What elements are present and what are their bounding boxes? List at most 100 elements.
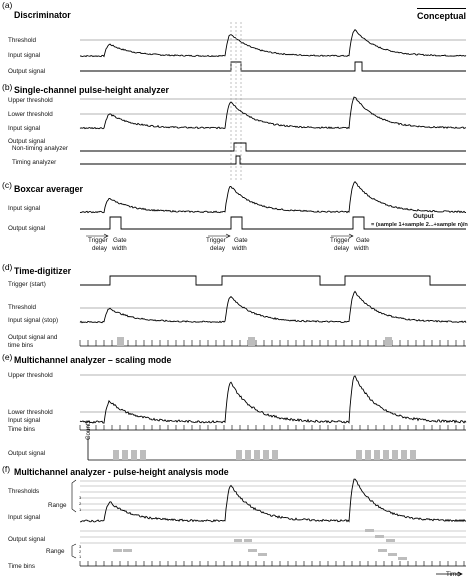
d-bin-2 <box>248 337 255 346</box>
panel-f-input-label: Input signal <box>8 514 41 521</box>
panel-f-bins-label: Time bins <box>8 563 36 570</box>
panel-c-width-3: width <box>354 245 369 252</box>
panel-b-upper-label: Upper threshold <box>8 97 53 104</box>
panel-e-counts-label: Counts <box>85 420 92 440</box>
f-time-arrow <box>436 571 463 577</box>
panel-c-gate-3: Gate <box>356 237 370 244</box>
panel-c-letter: (c) <box>2 180 12 190</box>
panel-c-output-word: Output <box>413 213 434 220</box>
panel-d-output-label: Output signal and <box>8 334 58 341</box>
conceptual-tag: Conceptual <box>416 8 466 21</box>
panel-f-range-num-1: 1 <box>79 507 82 512</box>
panel-c-title: Boxcar averager <box>14 184 83 194</box>
panel-f-range-num-2: 2 <box>79 501 82 506</box>
e-count-bar <box>140 450 146 460</box>
panel-b-nontiming-label: Non-timing analyzer <box>12 145 68 152</box>
panel-f-range2-num-3: 3 <box>79 544 82 549</box>
c-output-signal <box>80 216 466 230</box>
e-count-bar <box>113 450 119 460</box>
panel-b-output-label: Output signal <box>8 138 46 145</box>
panel-b-title: Single-channel pulse-height analyzer <box>14 85 169 95</box>
f-range-bin <box>378 549 387 552</box>
panel-d-threshold-label: Threshold <box>8 304 37 311</box>
panel-a-title: Discriminator <box>14 10 71 20</box>
f-output-bin <box>386 539 395 542</box>
a-output-signal <box>80 61 466 72</box>
panel-f-range-num-3: 3 <box>79 495 82 500</box>
panel-e-lower-label: Lower threshold <box>8 409 53 416</box>
d-bin-1 <box>117 337 124 346</box>
panel-a-letter: (a) <box>2 0 13 10</box>
e-count-bar <box>272 450 278 460</box>
panel-b-input-label: Input signal <box>8 125 41 132</box>
panel-c-delay-2: delay <box>210 245 226 252</box>
e-count-bar <box>254 450 260 460</box>
panel-c-formula: = (sample 1+sample 2...+sample n)/n <box>371 222 468 228</box>
e-input-signal <box>79 375 467 424</box>
e-count-bar <box>392 450 398 460</box>
f-range-bin <box>398 557 407 560</box>
panel-a-threshold-label: Threshold <box>8 37 37 44</box>
panel-d-bins-label: time bins <box>8 342 34 349</box>
panel-f-range2-num-1: 1 <box>79 554 82 559</box>
e-count-bar <box>122 450 128 460</box>
c-delay-arrow <box>208 233 231 239</box>
panel-f-thresholds-label: Thresholds <box>8 488 40 495</box>
d-trigger-signal <box>80 275 466 286</box>
f-output-bin <box>244 539 252 542</box>
f-range-bin <box>123 549 132 552</box>
f-range-bin <box>113 549 122 552</box>
panel-d-title: Time-digitizer <box>14 266 72 276</box>
panel-e-input-label: Input signal <box>8 417 41 424</box>
panel-f-time-label: Time <box>446 571 460 578</box>
c-input-signal <box>79 181 467 214</box>
panel-c-width-1: width <box>112 245 127 252</box>
c-delay-arrow <box>86 233 109 239</box>
panel-b-letter: (b) <box>2 82 13 92</box>
panel-a-output-label: Output signal <box>8 68 46 75</box>
panel-f-range2-num-2: 2 <box>79 549 82 554</box>
panel-e-title: Multichannel analyzer – scaling mode <box>14 355 172 365</box>
panel-f-output-label: Output signal <box>8 536 46 543</box>
panel-e-upper-label: Upper threshold <box>8 372 53 379</box>
panel-a-input-label: Input signal <box>8 52 41 59</box>
e-count-bar <box>401 450 407 460</box>
f-input-signal <box>79 478 466 523</box>
f-range-bin <box>258 553 267 556</box>
panel-c-gate-2: Gate <box>234 237 248 244</box>
f-output-bin <box>375 535 384 538</box>
panel-b-timing-label: Timing analyzer <box>12 159 57 166</box>
panel-c-gate-1: Gate <box>113 237 127 244</box>
panel-c-delay-3: delay <box>334 245 350 252</box>
b-input-signal <box>79 96 467 130</box>
panel-c-trigger-3: Trigger <box>330 237 350 244</box>
panel-f-range2-label: Range <box>46 548 65 555</box>
f-range2-bracket <box>71 543 77 559</box>
panel-e-output-label: Output signal <box>8 450 46 457</box>
a-input-signal <box>79 28 467 58</box>
panel-d-input-label: Input signal (stop) <box>8 317 59 324</box>
f-output-bin <box>234 539 242 542</box>
e-count-bar <box>356 450 362 460</box>
e-count-bar <box>383 450 389 460</box>
b-timing-signal <box>80 155 466 165</box>
panel-c-output-label: Output signal <box>8 225 46 232</box>
panel-c-trigger-2: Trigger <box>206 237 226 244</box>
panel-c-trigger-1: Trigger <box>88 237 108 244</box>
panel-c-width-2: width <box>232 245 247 252</box>
panel-d-trigger-label: Trigger (start) <box>8 281 46 288</box>
c-delay-arrow <box>331 233 354 239</box>
e-count-bar <box>263 450 269 460</box>
b-nontiming-signal <box>80 142 466 152</box>
e-count-bar <box>131 450 137 460</box>
f-output-bin <box>365 529 374 532</box>
f-range-bin <box>388 553 397 556</box>
panel-f-title: Multichannel analyzer - pulse-height ana… <box>14 467 229 477</box>
panel-e-letter: (e) <box>2 352 13 362</box>
panel-e-bins-label: Time bins <box>8 426 36 433</box>
e-count-bar <box>245 450 251 460</box>
panel-c-delay-1: delay <box>92 245 108 252</box>
panel-f-range-label: Range <box>48 502 67 509</box>
